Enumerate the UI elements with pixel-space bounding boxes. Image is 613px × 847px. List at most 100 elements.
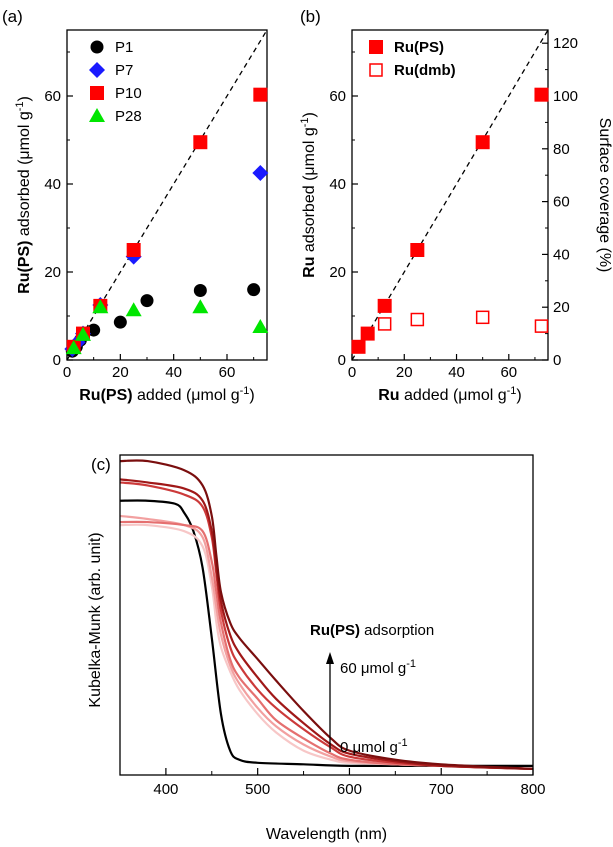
y-axis-label-text: adsorbed (μmol g bbox=[301, 127, 318, 256]
spectrum-line-0 bbox=[120, 499, 533, 768]
x-tick-label: 500 bbox=[245, 781, 270, 798]
data-point-p10 bbox=[193, 135, 208, 150]
x-axis-label: Wavelength (nm) bbox=[266, 826, 387, 843]
panel-label: (b) bbox=[300, 7, 321, 26]
y-tick-label: 20 bbox=[44, 264, 61, 281]
data-point-p28 bbox=[65, 340, 82, 355]
spectrum-line-3 bbox=[120, 520, 533, 771]
x-tick-label: 0 bbox=[63, 364, 71, 381]
data-point-rups bbox=[534, 87, 549, 102]
annotation-bottom-label: 0 μmol g-1 bbox=[340, 737, 408, 756]
x-tick-label: 800 bbox=[520, 781, 545, 798]
data-point-p1 bbox=[140, 294, 154, 308]
x-tick-label: 0 bbox=[348, 364, 356, 381]
y-axis-label: Ru(PS) adsorbed (μmol g-1) bbox=[14, 96, 33, 294]
y-axis-label-bold: Ru(PS) bbox=[16, 241, 33, 294]
y-axis-label-tail: ) bbox=[16, 96, 33, 101]
data-point-p10 bbox=[126, 243, 141, 257]
legend-label: P1 bbox=[115, 39, 133, 56]
legend-marker bbox=[89, 62, 105, 78]
spectrum-line-4 bbox=[120, 481, 533, 771]
data-point-rups bbox=[351, 339, 366, 354]
legend-label: Ru(PS) bbox=[394, 39, 444, 56]
x-tick-label: 60 bbox=[500, 364, 517, 381]
x-tick-label: 400 bbox=[153, 781, 178, 798]
y2-axis-label: Surface coverage (%) bbox=[596, 118, 613, 273]
legend-marker bbox=[90, 86, 104, 100]
data-point-rudmb bbox=[534, 319, 549, 333]
legend-label: P28 bbox=[115, 108, 142, 125]
y2-tick-label: 100 bbox=[553, 88, 578, 105]
data-point-p7 bbox=[252, 165, 269, 181]
x-axis-label: Ru added (μmol g-1) bbox=[378, 385, 522, 404]
legend-label: P10 bbox=[115, 85, 142, 102]
spectrum-line-1 bbox=[120, 523, 533, 771]
data-point-rups bbox=[377, 298, 392, 313]
plot-frame bbox=[119, 454, 534, 776]
legend: Ru(PS) Ru(dmb) bbox=[369, 39, 456, 79]
y-tick-label: 0 bbox=[338, 352, 346, 369]
data-point-p28 bbox=[75, 326, 91, 341]
y-axis-label: Kubelka-Munk (arb. unit) bbox=[87, 532, 104, 707]
data-point-p28 bbox=[125, 302, 142, 317]
panel-label: (c) bbox=[91, 455, 111, 474]
legend-marker bbox=[369, 63, 383, 77]
annotation-top-label-superscript: -1 bbox=[406, 658, 416, 670]
spectrum-line-2 bbox=[120, 514, 533, 771]
data-point-rups bbox=[410, 243, 425, 257]
y-axis-label-bold: Ru bbox=[301, 257, 318, 278]
annotation-bottom-label-text: 0 μmol g bbox=[340, 739, 398, 756]
y2-tick-label: 20 bbox=[553, 299, 570, 316]
data-point-rudmb bbox=[410, 312, 425, 327]
x-axis-label-tail: ) bbox=[249, 387, 254, 404]
annotation-bottom-label-superscript: -1 bbox=[398, 737, 408, 749]
legend-label: Ru(dmb) bbox=[394, 62, 456, 79]
y2-tick-label: 80 bbox=[553, 141, 570, 158]
panel-c: 400 500 600 700 800 (c) Wavelength (nm) Kubelka… bbox=[87, 454, 546, 843]
y-tick-label: 60 bbox=[44, 88, 61, 105]
y-tick-label: 40 bbox=[329, 176, 346, 193]
x-tick-label: 700 bbox=[429, 781, 454, 798]
y-tick-label: 0 bbox=[53, 352, 61, 369]
annotation-title-bold: Ru(PS) bbox=[310, 622, 360, 639]
y-axis-label-text: adsorbed (μmol g bbox=[16, 111, 33, 240]
spectrum-line-5 bbox=[120, 478, 533, 771]
data-point-rudmb bbox=[475, 310, 490, 325]
legend-label: P7 bbox=[115, 62, 133, 79]
data-point-rups bbox=[475, 135, 490, 150]
y2-tick-label: 0 bbox=[553, 352, 561, 369]
y-axis-label-superscript: -1 bbox=[14, 101, 26, 111]
x-axis-label-bold: Ru(PS) bbox=[79, 387, 132, 404]
legend-marker bbox=[89, 108, 105, 122]
x-tick-label: 60 bbox=[219, 364, 236, 381]
annotation-title-rest: adsorption bbox=[360, 622, 434, 639]
x-axis-label-text: added (μmol g bbox=[133, 387, 240, 404]
x-tick-label: 20 bbox=[396, 364, 413, 381]
x-tick-label: 40 bbox=[448, 364, 465, 381]
plot-frame bbox=[351, 29, 549, 361]
x-axis-label-text: added (μmol g bbox=[400, 387, 507, 404]
y-axis-label-superscript: -1 bbox=[299, 117, 311, 127]
annotation-title: Ru(PS) adsorption bbox=[310, 622, 434, 639]
y2-tick-label: 60 bbox=[553, 194, 570, 211]
data-point-rudmb bbox=[377, 317, 392, 331]
y2-tick-label: 40 bbox=[553, 246, 570, 263]
y-axis-label: Ru adsorbed (μmol g-1) bbox=[299, 112, 318, 278]
y2-tick-label: 120 bbox=[553, 35, 578, 52]
x-tick-label: 20 bbox=[112, 364, 129, 381]
legend: P1 P7 P10 P28 bbox=[89, 39, 142, 125]
y-axis-label-tail: ) bbox=[301, 112, 318, 117]
annotation-top-label: 60 μmol g-1 bbox=[340, 658, 416, 677]
y-tick-label: 60 bbox=[329, 88, 346, 105]
legend-marker bbox=[369, 40, 383, 54]
x-axis-label-bold: Ru bbox=[378, 387, 399, 404]
data-point-p10 bbox=[253, 87, 268, 102]
annotation-top-label-text: 60 μmol g bbox=[340, 660, 406, 677]
x-tick-label: 600 bbox=[337, 781, 362, 798]
x-axis-label-superscript: -1 bbox=[507, 385, 517, 397]
data-point-p28 bbox=[192, 299, 209, 314]
legend-marker bbox=[90, 40, 104, 54]
data-point-p28 bbox=[92, 299, 109, 314]
x-axis-label-superscript: -1 bbox=[240, 385, 250, 397]
